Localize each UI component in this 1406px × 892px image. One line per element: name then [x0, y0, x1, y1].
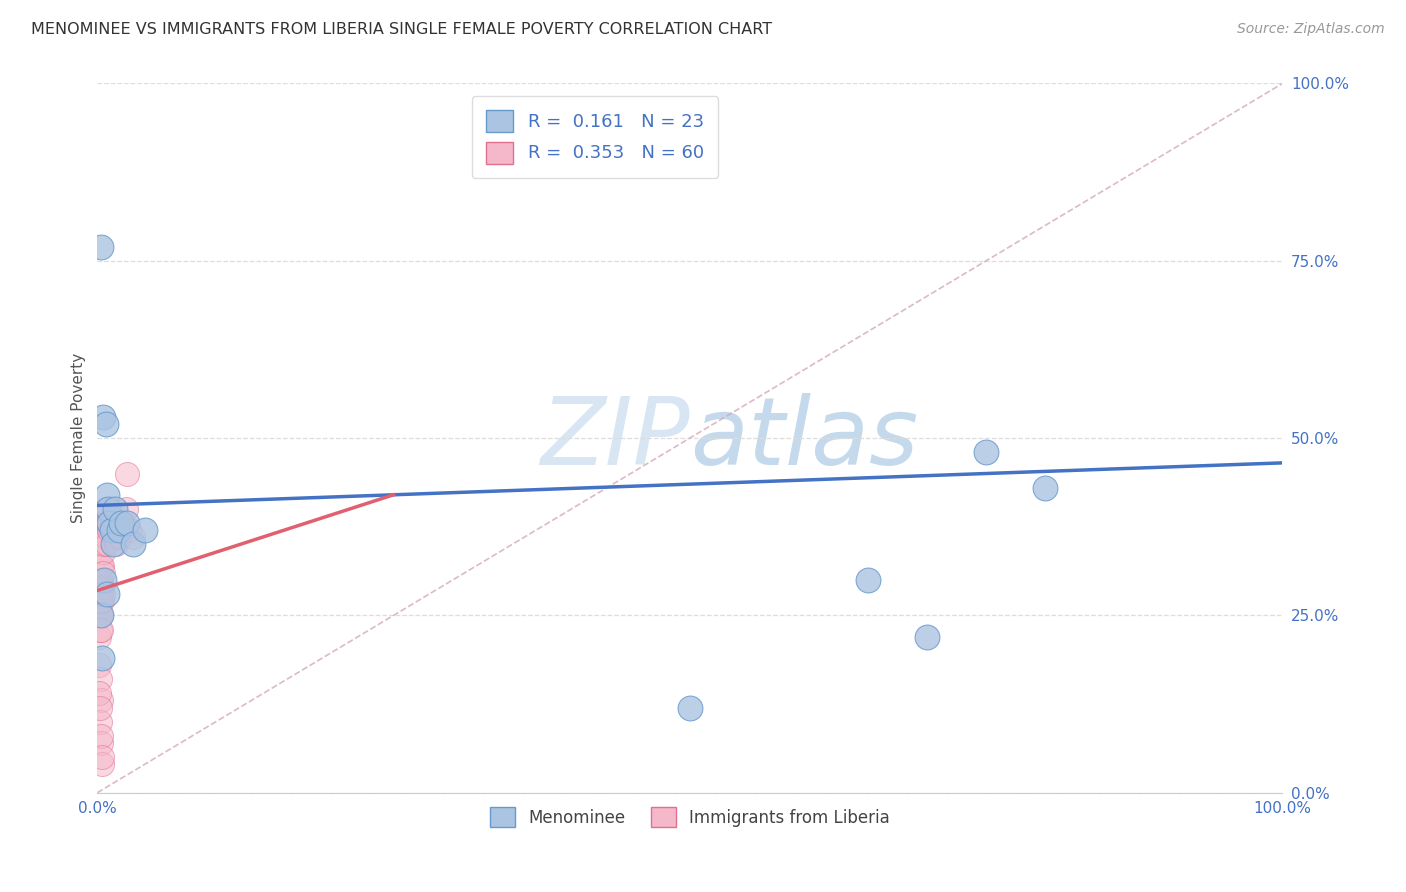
Point — [93, 573, 115, 587]
Point — [108, 530, 131, 544]
Point — [90, 693, 112, 707]
Point — [114, 523, 136, 537]
Point — [91, 587, 114, 601]
Point — [96, 587, 118, 601]
Text: MENOMINEE VS IMMIGRANTS FROM LIBERIA SINGLE FEMALE POVERTY CORRELATION CHART: MENOMINEE VS IMMIGRANTS FROM LIBERIA SIN… — [31, 22, 772, 37]
Point — [90, 558, 112, 573]
Point — [122, 530, 145, 544]
Legend: Menominee, Immigrants from Liberia: Menominee, Immigrants from Liberia — [484, 800, 897, 834]
Point — [107, 516, 129, 530]
Point — [89, 700, 111, 714]
Point — [97, 516, 120, 530]
Point — [98, 516, 121, 530]
Point — [91, 580, 114, 594]
Point — [107, 523, 129, 537]
Point — [94, 530, 117, 544]
Point — [105, 537, 128, 551]
Point — [93, 537, 115, 551]
Point — [90, 239, 112, 253]
Point — [101, 537, 124, 551]
Point — [89, 623, 111, 637]
Point — [94, 417, 117, 431]
Point — [110, 516, 132, 530]
Point — [87, 630, 110, 644]
Point — [915, 630, 938, 644]
Point — [90, 608, 112, 623]
Point — [90, 729, 112, 743]
Point — [91, 409, 114, 424]
Point — [98, 502, 121, 516]
Point — [107, 523, 129, 537]
Point — [91, 757, 114, 772]
Point — [100, 516, 122, 530]
Point — [114, 502, 136, 516]
Point — [118, 523, 141, 537]
Y-axis label: Single Female Poverty: Single Female Poverty — [72, 353, 86, 524]
Point — [87, 608, 110, 623]
Point — [87, 594, 110, 608]
Point — [104, 502, 127, 516]
Point — [90, 608, 112, 623]
Point — [97, 502, 120, 516]
Point — [96, 488, 118, 502]
Point — [89, 573, 111, 587]
Point — [91, 537, 114, 551]
Point — [87, 658, 110, 673]
Point — [91, 594, 114, 608]
Text: ZIP: ZIP — [540, 392, 690, 483]
Point — [112, 516, 135, 530]
Point — [134, 523, 156, 537]
Point — [98, 523, 121, 537]
Point — [87, 573, 110, 587]
Point — [90, 623, 112, 637]
Point — [89, 714, 111, 729]
Point — [101, 516, 124, 530]
Point — [115, 516, 138, 530]
Point — [90, 594, 112, 608]
Point — [91, 544, 114, 558]
Point — [90, 587, 112, 601]
Point — [96, 537, 118, 551]
Point — [89, 608, 111, 623]
Point — [856, 573, 879, 587]
Point — [679, 700, 702, 714]
Point — [93, 516, 115, 530]
Point — [100, 516, 122, 530]
Point — [91, 558, 114, 573]
Point — [91, 566, 114, 580]
Point — [90, 573, 112, 587]
Point — [89, 672, 111, 686]
Point — [100, 523, 122, 537]
Point — [974, 445, 997, 459]
Point — [87, 587, 110, 601]
Point — [1035, 481, 1057, 495]
Point — [87, 686, 110, 700]
Point — [104, 530, 127, 544]
Point — [89, 580, 111, 594]
Point — [94, 502, 117, 516]
Point — [115, 467, 138, 481]
Point — [91, 651, 114, 665]
Point — [122, 537, 145, 551]
Point — [91, 750, 114, 764]
Point — [91, 516, 114, 530]
Point — [111, 523, 134, 537]
Text: atlas: atlas — [690, 392, 918, 483]
Point — [96, 516, 118, 530]
Point — [89, 594, 111, 608]
Point — [90, 736, 112, 750]
Text: Source: ZipAtlas.com: Source: ZipAtlas.com — [1237, 22, 1385, 37]
Point — [110, 516, 132, 530]
Point — [103, 530, 125, 544]
